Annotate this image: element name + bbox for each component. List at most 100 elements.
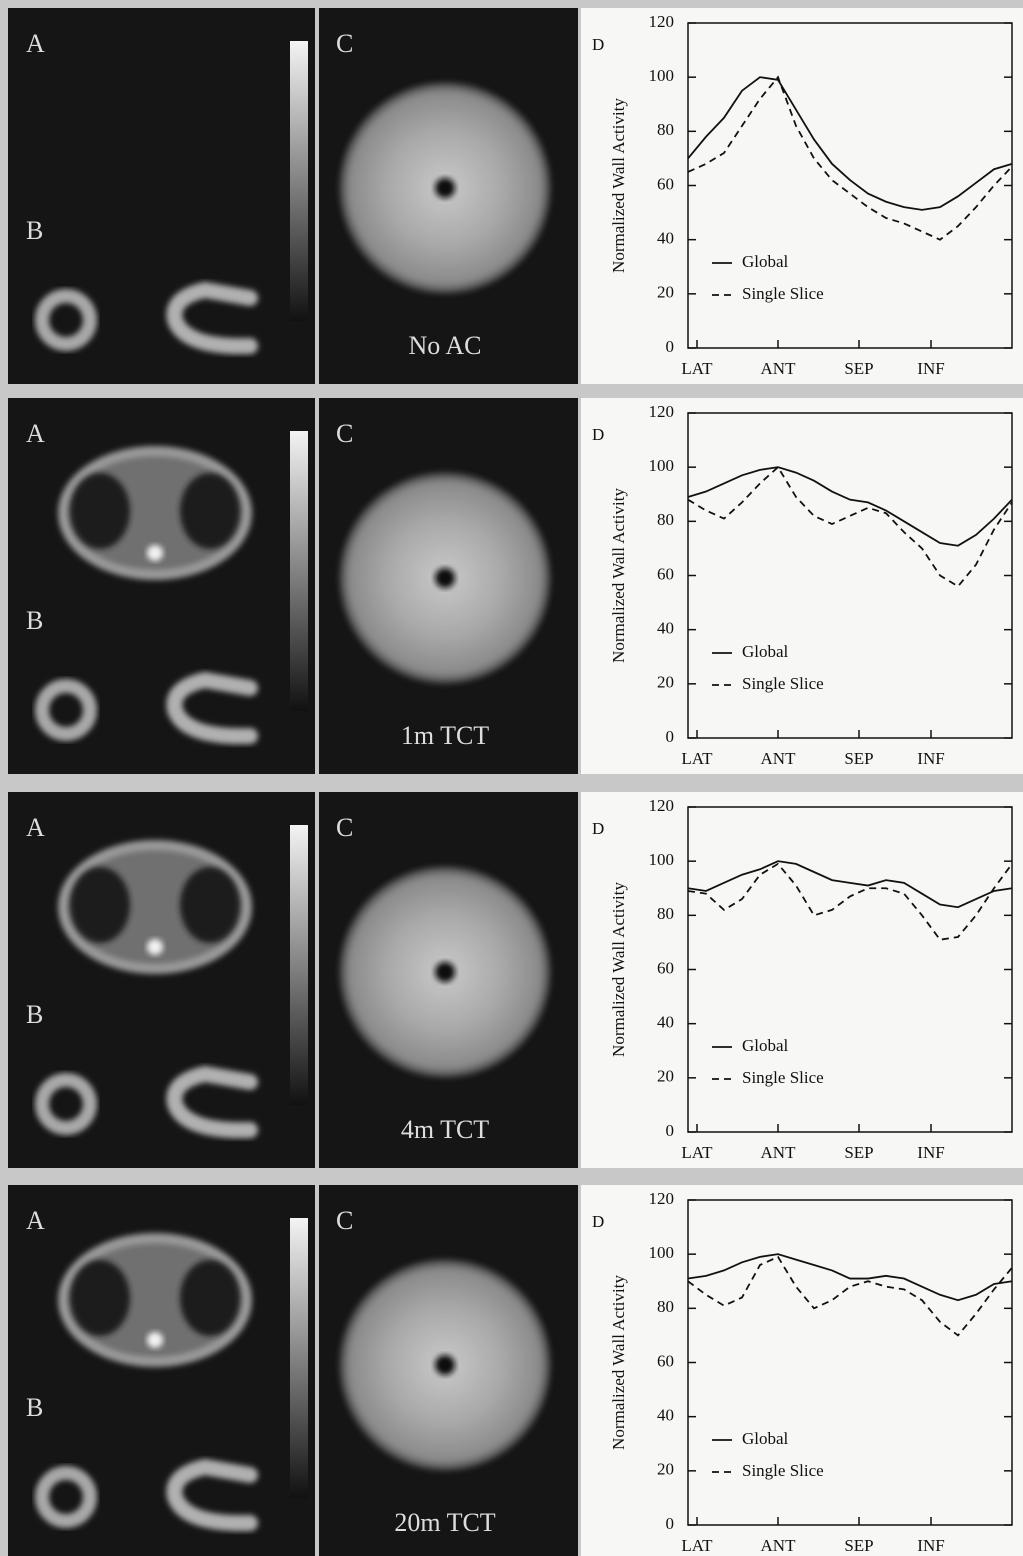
y-axis-label: Normalized Wall Activity xyxy=(609,1275,628,1450)
y-tick-label: 120 xyxy=(649,402,675,421)
y-tick-label: 0 xyxy=(666,337,675,356)
short-axis-slice xyxy=(35,679,97,741)
y-tick-label: 60 xyxy=(657,564,674,583)
polar-map-center xyxy=(435,568,455,588)
lung xyxy=(70,473,130,549)
panel-label: B xyxy=(26,1000,43,1029)
y-tick-label: 80 xyxy=(657,1297,674,1316)
y-axis-label: Normalized Wall Activity xyxy=(609,488,628,663)
x-tick-label: INF xyxy=(917,749,944,768)
y-tick-label: 100 xyxy=(649,850,675,869)
panel-label: B xyxy=(26,606,43,635)
panel-label: A xyxy=(26,29,45,58)
short-axis-slice xyxy=(35,1466,97,1528)
y-tick-label: 120 xyxy=(649,1189,675,1208)
y-tick-label: 120 xyxy=(649,12,675,31)
y-axis-label: Normalized Wall Activity xyxy=(609,98,628,273)
y-tick-label: 80 xyxy=(657,904,674,923)
polar-map-center xyxy=(435,962,455,982)
panel-label: C xyxy=(336,419,353,448)
legend-label: Single Slice xyxy=(742,1461,824,1480)
panel-label: D xyxy=(592,1212,604,1231)
x-tick-label: INF xyxy=(917,1536,944,1555)
chart-panel xyxy=(581,1185,1023,1556)
lung xyxy=(180,473,240,549)
long-axis-slice xyxy=(166,1065,258,1139)
y-tick-label: 100 xyxy=(649,1243,675,1262)
short-axis-slice xyxy=(35,289,97,351)
polar-map-center xyxy=(435,178,455,198)
short-axis-slice xyxy=(35,1073,97,1135)
x-tick-label: SEP xyxy=(844,1536,873,1555)
series-line xyxy=(687,466,1013,547)
lung xyxy=(180,867,240,943)
y-tick-label: 20 xyxy=(657,283,674,302)
legend-label: Global xyxy=(742,252,789,271)
legend-label: Single Slice xyxy=(742,284,824,303)
panel-label: C xyxy=(336,813,353,842)
x-tick-label: SEP xyxy=(844,1143,873,1162)
panel-caption: 1m TCT xyxy=(401,721,489,750)
y-tick-label: 100 xyxy=(649,66,675,85)
long-axis-slice xyxy=(166,281,258,355)
long-axis-slice xyxy=(166,671,258,745)
x-tick-label: SEP xyxy=(844,359,873,378)
series-line xyxy=(687,1255,1013,1337)
hot-spot xyxy=(147,939,163,955)
color-scale xyxy=(290,1218,308,1498)
series-line xyxy=(687,76,1013,211)
panel-label: C xyxy=(336,1206,353,1235)
y-tick-label: 20 xyxy=(657,1067,674,1086)
panel-label: A xyxy=(26,1206,45,1235)
chart-panel xyxy=(581,792,1023,1168)
lung xyxy=(70,1260,130,1336)
x-tick-label: LAT xyxy=(681,1143,713,1162)
panel-caption: No AC xyxy=(409,331,482,360)
y-tick-label: 40 xyxy=(657,1013,674,1032)
lung xyxy=(180,1260,240,1336)
y-tick-label: 80 xyxy=(657,120,674,139)
y-tick-label: 20 xyxy=(657,1460,674,1479)
y-tick-label: 80 xyxy=(657,510,674,529)
y-tick-label: 40 xyxy=(657,619,674,638)
y-tick-label: 0 xyxy=(666,1121,675,1140)
polar-map-center xyxy=(435,1355,455,1375)
legend-label: Global xyxy=(742,642,789,661)
x-tick-label: INF xyxy=(917,359,944,378)
y-tick-label: 0 xyxy=(666,1514,675,1533)
y-tick-label: 0 xyxy=(666,727,675,746)
panel-label: A xyxy=(26,813,45,842)
x-tick-label: INF xyxy=(917,1143,944,1162)
y-tick-label: 40 xyxy=(657,1406,674,1425)
panel-label: C xyxy=(336,29,353,58)
hot-spot xyxy=(147,1332,163,1348)
x-tick-label: ANT xyxy=(761,359,797,378)
series-line xyxy=(687,1253,1013,1302)
series-line xyxy=(687,862,1013,941)
x-tick-label: LAT xyxy=(681,749,713,768)
color-scale xyxy=(290,825,308,1105)
panel-label: D xyxy=(592,425,604,444)
y-tick-label: 20 xyxy=(657,673,674,692)
y-tick-label: 60 xyxy=(657,174,674,193)
long-axis-slice xyxy=(166,1458,258,1532)
legend-label: Single Slice xyxy=(742,1068,824,1087)
panel-caption: 20m TCT xyxy=(394,1508,495,1537)
x-tick-label: SEP xyxy=(844,749,873,768)
color-scale xyxy=(290,431,308,711)
y-tick-label: 60 xyxy=(657,1351,674,1370)
y-tick-label: 60 xyxy=(657,958,674,977)
legend-label: Global xyxy=(742,1429,789,1448)
panel-label: D xyxy=(592,35,604,54)
x-tick-label: LAT xyxy=(681,359,713,378)
chart-panel xyxy=(581,398,1023,774)
panel-label: B xyxy=(26,1393,43,1422)
series-line xyxy=(687,75,1013,241)
x-tick-label: ANT xyxy=(761,1143,797,1162)
hot-spot xyxy=(147,545,163,561)
legend-label: Single Slice xyxy=(742,674,824,693)
panel-label: A xyxy=(26,419,45,448)
chart-panel xyxy=(581,8,1023,384)
y-tick-label: 100 xyxy=(649,456,675,475)
